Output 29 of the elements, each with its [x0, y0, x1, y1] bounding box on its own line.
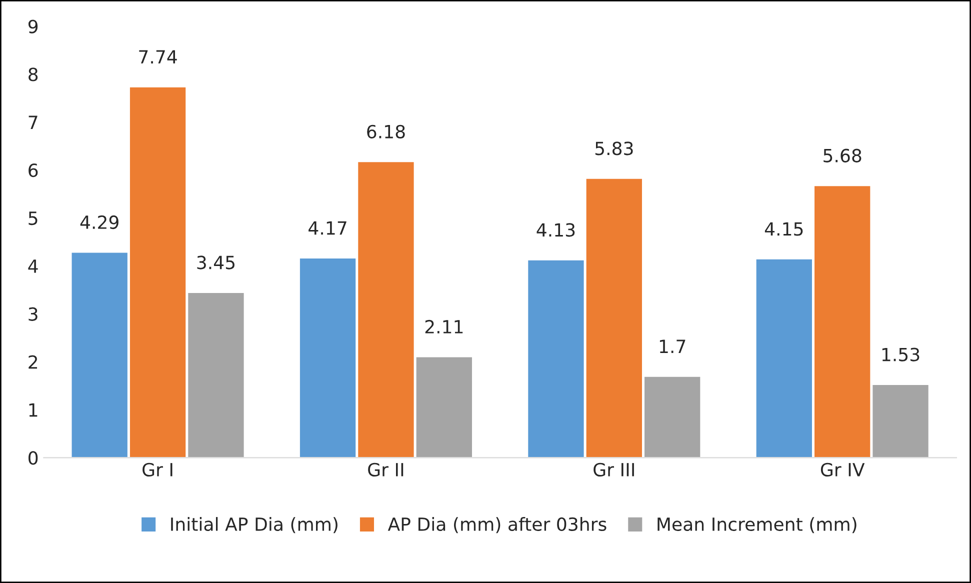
- data-label: 4.17: [308, 221, 346, 235]
- x-tick-label: Gr II: [368, 462, 404, 476]
- legend-label: Mean Increment (mm): [658, 517, 856, 534]
- legend-label: Initial AP Dia (mm): [171, 517, 338, 534]
- y-tick-label: 2: [28, 355, 38, 369]
- data-label: 3.45: [197, 256, 234, 270]
- y-tick-label: 1: [29, 403, 38, 417]
- data-label: 2.11: [425, 320, 463, 334]
- data-label: 5.83: [595, 142, 633, 156]
- legend-label: AP Dia (mm) after 03hrs: [388, 517, 606, 534]
- x-tick-label: Gr III: [594, 462, 634, 476]
- data-label: 6.18: [367, 124, 405, 138]
- y-tick-label: 4: [28, 260, 38, 273]
- x-tick-label: Gr I: [142, 462, 172, 476]
- y-tick-label: 8: [28, 68, 38, 82]
- x-tick-label: Gr IV: [820, 462, 865, 476]
- data-label: 4.15: [764, 222, 803, 236]
- y-tick-label: 3: [28, 307, 38, 321]
- data-label: 4.13: [536, 223, 575, 237]
- y-tick-label: 0: [28, 451, 38, 465]
- y-tick-label: 5: [28, 212, 38, 226]
- y-tick-label: 7: [28, 116, 38, 129]
- data-label: 4.29: [80, 215, 118, 230]
- data-label: 7.74: [139, 50, 177, 64]
- data-label: 5.68: [824, 148, 862, 162]
- y-tick-label: 9: [28, 20, 38, 34]
- y-tick-label: 6: [28, 164, 38, 178]
- data-label: 1.7: [660, 340, 686, 353]
- data-label: 1.53: [882, 348, 920, 362]
